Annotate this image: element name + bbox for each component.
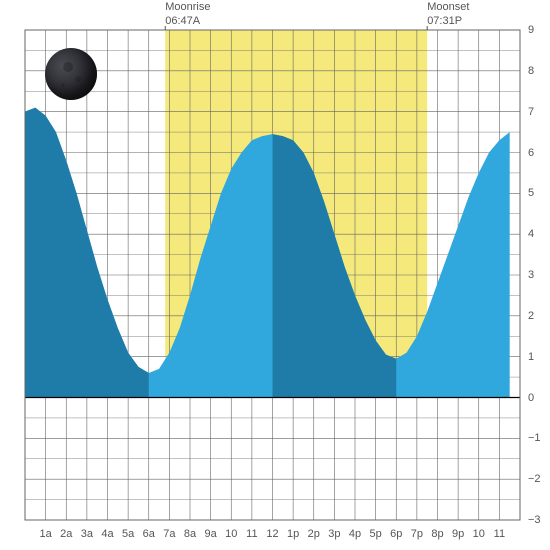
x-axis-label: 2a: [60, 528, 72, 540]
x-axis-label: 10: [225, 528, 237, 540]
x-axis-label: 5p: [370, 528, 382, 540]
y-axis-label: −3: [528, 514, 541, 526]
event-time: 06:47A: [165, 14, 210, 28]
x-axis-label: 1p: [287, 528, 299, 540]
y-axis-label: 7: [528, 106, 534, 118]
y-axis-label: 8: [528, 65, 534, 77]
event-name: Moonset: [427, 0, 469, 14]
x-axis-label: 3p: [328, 528, 340, 540]
x-axis-label: 9p: [452, 528, 464, 540]
x-axis-label: 5a: [122, 528, 134, 540]
y-axis-label: 5: [528, 187, 534, 199]
moon-phase-icon: [45, 48, 97, 100]
y-axis-label: 6: [528, 147, 534, 159]
x-axis-label: 11: [494, 528, 505, 540]
tide-chart: Moonrise06:47A Moonset07:31P 1a 2a 3a 4a 5a 6a 7…: [0, 0, 550, 550]
moonset-label: Moonset07:31P: [427, 0, 469, 29]
x-axis-label: 7p: [411, 528, 423, 540]
x-axis-label: 6p: [390, 528, 402, 540]
y-axis-label: 4: [528, 228, 534, 240]
x-axis-label: 8p: [431, 528, 443, 540]
y-axis-label: 1: [528, 351, 534, 363]
x-axis-label: 1a: [40, 528, 52, 540]
y-axis-label: 2: [528, 310, 534, 322]
event-name: Moonrise: [165, 0, 210, 14]
y-axis-label: 9: [528, 24, 534, 36]
x-axis-label: 7a: [163, 528, 175, 540]
x-axis-label: 12: [266, 528, 278, 540]
y-axis-label: −2: [528, 473, 541, 485]
x-axis-label: 9a: [205, 528, 217, 540]
x-axis-label: 4p: [349, 528, 361, 540]
y-axis-label: 0: [528, 392, 534, 404]
y-axis-label: −1: [528, 432, 541, 444]
x-axis-label: 8a: [184, 528, 196, 540]
x-axis-label: 11: [246, 528, 257, 540]
x-axis-label: 6a: [143, 528, 155, 540]
y-axis-label: 3: [528, 269, 534, 281]
x-axis-label: 10: [473, 528, 485, 540]
moonrise-label: Moonrise06:47A: [165, 0, 210, 29]
x-axis-label: 4a: [101, 528, 113, 540]
x-axis-label: 2p: [308, 528, 320, 540]
event-time: 07:31P: [427, 14, 469, 28]
x-axis-label: 3a: [81, 528, 93, 540]
